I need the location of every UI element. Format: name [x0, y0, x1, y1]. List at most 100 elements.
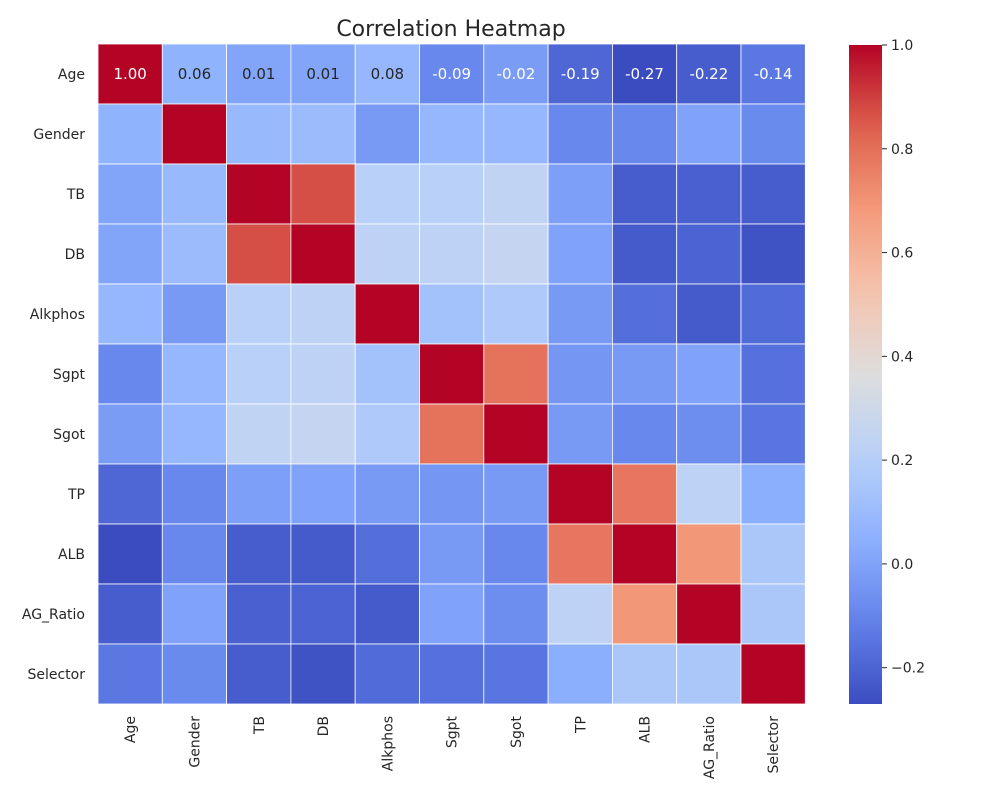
- heatmap-cell-db-sgot: [483, 223, 549, 285]
- y-tick-label-selector: Selector: [27, 667, 85, 683]
- heatmap-cell-age-age: [97, 43, 163, 105]
- heatmap-cell-gender-age: [97, 103, 163, 165]
- x-tick-label-selector: Selector: [766, 716, 782, 774]
- y-tick-label-age: Age: [58, 67, 85, 83]
- annotation-tp: -0.19: [561, 65, 600, 83]
- heatmap-cell-sgpt-sgpt: [419, 343, 485, 405]
- heatmap-cell-tp-tb: [226, 463, 292, 525]
- heatmap-cells: [97, 43, 806, 705]
- heatmap-cell-gender-db: [290, 103, 356, 165]
- annotation-tb: 0.01: [242, 65, 275, 83]
- x-tick-label-tp: TP: [573, 716, 589, 734]
- heatmap-cell-selector-tb: [226, 643, 292, 705]
- colorbar-gradient: [849, 45, 882, 704]
- heatmap-cell-tb-db: [290, 163, 356, 225]
- heatmap-cell-selector-age: [97, 643, 163, 705]
- heatmap-cell-sgot-sgpt: [419, 403, 485, 465]
- heatmap-cell-ag_ratio-gender: [161, 583, 228, 645]
- heatmap-cell-ag_ratio-tp: [547, 583, 613, 645]
- annotation-sgpt: -0.09: [432, 65, 471, 83]
- heatmap-cell-db-selector: [740, 223, 806, 285]
- heatmap-cell-alkphos-db: [290, 283, 356, 345]
- heatmap-cell-sgot-db: [290, 403, 356, 465]
- heatmap-cell-sgot-gender: [161, 403, 228, 465]
- colorbar-tick-label: 1.0: [891, 38, 913, 54]
- heatmap-cell-tp-alb: [612, 463, 678, 525]
- heatmap-cell-alkphos-selector: [740, 283, 806, 345]
- annotation-gender: 0.06: [178, 65, 211, 83]
- heatmap-cell-gender-selector: [740, 103, 806, 165]
- heatmap-cell-tb-sgpt: [419, 163, 485, 225]
- heatmap-cell-db-gender: [161, 223, 228, 285]
- annotation-sgot: -0.02: [497, 65, 536, 83]
- heatmap-cell-alb-sgpt: [419, 523, 485, 585]
- heatmap-cell-sgpt-alb: [612, 343, 678, 405]
- colorbar-tick-label: 0.2: [891, 453, 913, 469]
- colorbar-tick-label: 0.4: [891, 349, 913, 365]
- x-tick-label-gender: Gender: [187, 716, 203, 768]
- heatmap-cell-sgpt-gender: [161, 343, 228, 405]
- y-tick-label-alb: ALB: [58, 547, 85, 563]
- heatmap-cell-gender-tb: [226, 103, 292, 165]
- heatmap-cell-gender-gender: [161, 103, 228, 165]
- heatmap-cell-alb-alkphos: [354, 523, 420, 585]
- heatmap-cell-age-alkphos: [354, 43, 420, 105]
- heatmap-cell-selector-ag_ratio: [676, 643, 742, 705]
- heatmap-cell-tp-alkphos: [354, 463, 420, 525]
- heatmap-cell-sgpt-ag_ratio: [676, 343, 742, 405]
- heatmap-cell-ag_ratio-db: [290, 583, 356, 645]
- heatmap-cell-alkphos-age: [97, 283, 163, 345]
- x-tick-label-db: DB: [316, 716, 332, 736]
- y-tick-label-db: DB: [65, 247, 85, 263]
- heatmap-cell-tb-alkphos: [354, 163, 420, 225]
- x-tick-label-sgot: Sgot: [509, 715, 525, 747]
- heatmap-cell-age-tb: [226, 43, 292, 105]
- y-tick-label-sgpt: Sgpt: [53, 367, 86, 383]
- heatmap-cell-sgot-alkphos: [354, 403, 420, 465]
- heatmap-cell-db-alb: [612, 223, 678, 285]
- heatmap-cell-selector-sgot: [483, 643, 549, 705]
- colorbar-ticks: 1.0 0.8 0.6 0.4 0.2 0.0 −0.2: [882, 38, 925, 677]
- heatmap-annotations: 1.00 0.06 0.01 0.01 0.08 -0.09 -0.02 -0.19 -0.27…: [113, 65, 792, 83]
- heatmap-cell-gender-tp: [547, 103, 613, 165]
- chart-title: Correlation Heatmap: [336, 17, 565, 42]
- heatmap-cell-ag_ratio-age: [97, 583, 163, 645]
- heatmap-cell-sgot-tp: [547, 403, 613, 465]
- heatmap-cell-tp-selector: [740, 463, 806, 525]
- heatmap-cell-ag_ratio-ag_ratio: [676, 583, 742, 645]
- heatmap-cell-ag_ratio-alkphos: [354, 583, 420, 645]
- heatmap-cell-sgot-selector: [740, 403, 806, 465]
- heatmap-cell-alkphos-gender: [161, 283, 228, 345]
- x-tick-label-alb: ALB: [638, 716, 654, 743]
- heatmap-cell-tp-sgpt: [419, 463, 485, 525]
- heatmap-cell-sgot-tb: [226, 403, 292, 465]
- colorbar-tick-label: −0.2: [891, 661, 925, 677]
- heatmap-cell-tb-tp: [547, 163, 613, 225]
- heatmap-cell-alb-gender: [161, 523, 228, 585]
- x-tick-label-tb: TB: [252, 716, 268, 735]
- heatmap-cell-tb-sgot: [483, 163, 549, 225]
- heatmap-cell-alkphos-alkphos: [354, 283, 420, 345]
- heatmap-cell-ag_ratio-sgot: [483, 583, 549, 645]
- heatmap-cell-db-tp: [547, 223, 613, 285]
- heatmap-cell-sgot-age: [97, 403, 163, 465]
- heatmap-cell-tb-selector: [740, 163, 806, 225]
- annotation-db: 0.01: [306, 65, 339, 83]
- heatmap-cell-gender-sgpt: [419, 103, 485, 165]
- heatmap-cell-tp-tp: [547, 463, 613, 525]
- annotation-selector: -0.14: [754, 65, 793, 83]
- y-tick-label-tb: TB: [66, 187, 85, 203]
- heatmap-cell-alb-age: [97, 523, 163, 585]
- heatmap-cell-db-tb: [226, 223, 292, 285]
- heatmap-cell-selector-gender: [161, 643, 228, 705]
- heatmap-cell-selector-selector: [740, 643, 806, 705]
- heatmap-cell-tb-ag_ratio: [676, 163, 742, 225]
- heatmap-cell-ag_ratio-selector: [740, 583, 806, 645]
- heatmap-cell-gender-alb: [612, 103, 678, 165]
- heatmap-cell-gender-alkphos: [354, 103, 420, 165]
- y-tick-label-alkphos: Alkphos: [30, 307, 85, 323]
- annotation-age: 1.00: [113, 65, 146, 83]
- heatmap-cell-tp-age: [97, 463, 163, 525]
- heatmap-cell-db-alkphos: [354, 223, 420, 285]
